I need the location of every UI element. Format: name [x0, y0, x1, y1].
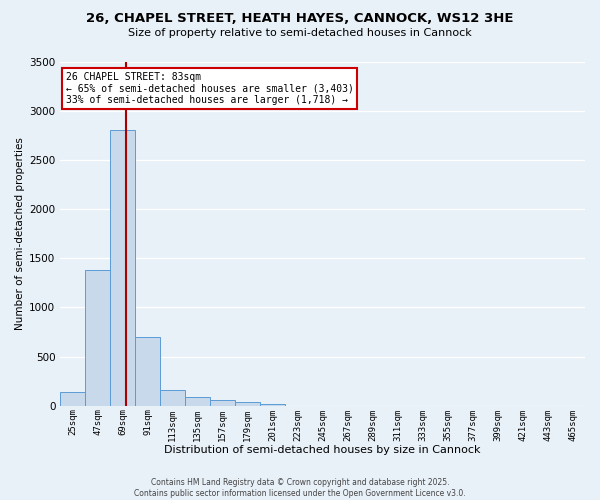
Text: 26, CHAPEL STREET, HEATH HAYES, CANNOCK, WS12 3HE: 26, CHAPEL STREET, HEATH HAYES, CANNOCK,…: [86, 12, 514, 26]
Text: 26 CHAPEL STREET: 83sqm
← 65% of semi-detached houses are smaller (3,403)
33% of: 26 CHAPEL STREET: 83sqm ← 65% of semi-de…: [65, 72, 353, 105]
Bar: [210, 400, 235, 406]
X-axis label: Distribution of semi-detached houses by size in Cannock: Distribution of semi-detached houses by …: [164, 445, 481, 455]
Bar: [260, 404, 285, 406]
Bar: [135, 337, 160, 406]
Bar: [185, 397, 210, 406]
Bar: [60, 392, 85, 406]
Text: Size of property relative to semi-detached houses in Cannock: Size of property relative to semi-detach…: [128, 28, 472, 38]
Text: Contains HM Land Registry data © Crown copyright and database right 2025.
Contai: Contains HM Land Registry data © Crown c…: [134, 478, 466, 498]
Bar: [235, 402, 260, 406]
Bar: [110, 130, 135, 406]
Bar: [85, 270, 110, 406]
Bar: [160, 390, 185, 406]
Y-axis label: Number of semi-detached properties: Number of semi-detached properties: [15, 137, 25, 330]
